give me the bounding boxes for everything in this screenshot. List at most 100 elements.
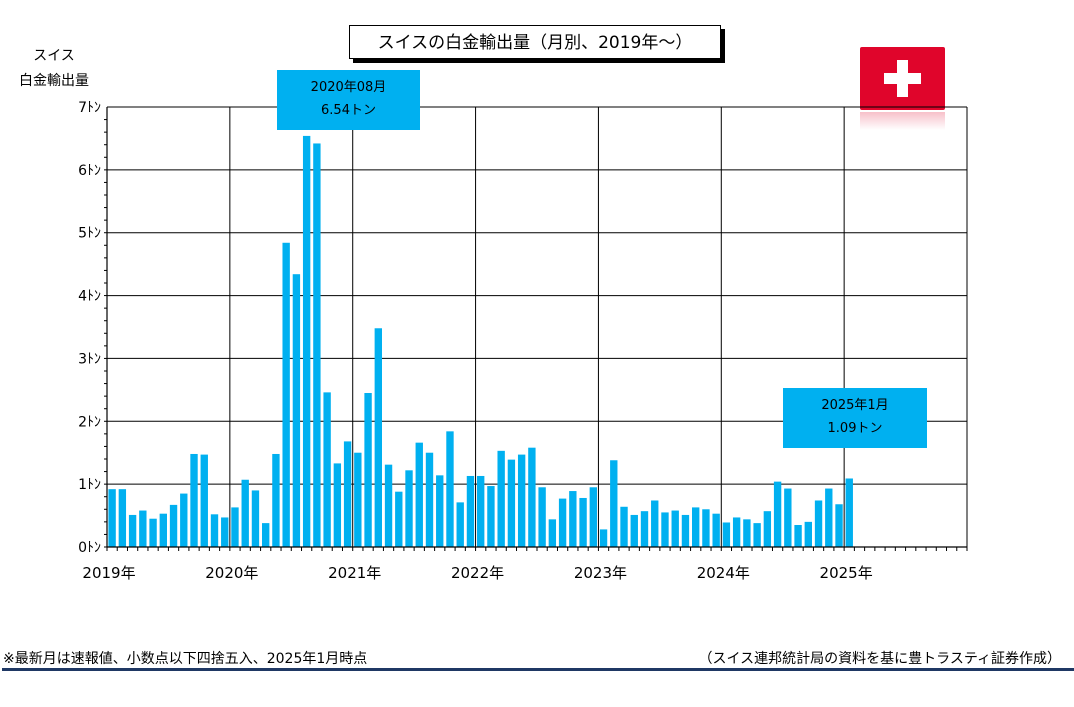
bar xyxy=(651,500,659,547)
bar xyxy=(507,459,516,547)
y-tick-label: 6ﾄﾝ xyxy=(78,163,101,179)
bar xyxy=(200,454,208,547)
bar xyxy=(169,504,178,547)
latest-callout-date: 2025年1月 xyxy=(821,398,889,413)
bar xyxy=(753,523,761,547)
y-axis-label-line2: 白金輸出量 xyxy=(19,73,89,89)
bar xyxy=(487,486,495,547)
bar xyxy=(210,514,219,547)
bar xyxy=(732,517,741,547)
bar xyxy=(610,460,618,547)
footer-rule xyxy=(2,668,1074,671)
bar xyxy=(282,242,290,547)
bar xyxy=(640,511,649,547)
bar xyxy=(302,135,311,547)
y-tick-label: 2ﾄﾝ xyxy=(78,414,101,430)
bar xyxy=(456,502,464,547)
y-axis-label-line1: スイス xyxy=(33,48,75,64)
bar xyxy=(272,453,280,547)
bar xyxy=(548,519,557,547)
bar xyxy=(845,478,853,547)
bar xyxy=(773,481,782,547)
bar xyxy=(415,442,423,547)
bar xyxy=(589,487,597,547)
bar xyxy=(241,479,249,547)
swiss-flag-icon xyxy=(860,47,945,110)
bar xyxy=(661,512,669,547)
bar xyxy=(128,514,137,547)
x-tick-label: 2022年 xyxy=(451,564,504,582)
footnote: ※最新月は速報値、小数点以下四捨五入、2025年1月時点 xyxy=(3,651,368,667)
bar xyxy=(702,509,710,547)
bar xyxy=(517,454,526,547)
bar xyxy=(139,510,147,547)
bar xyxy=(446,431,454,547)
y-tick-label: 1ﾄﾝ xyxy=(78,477,101,493)
x-tick-label: 2023年 xyxy=(574,564,627,582)
y-tick-label: 4ﾄﾝ xyxy=(78,289,101,305)
bar xyxy=(262,523,270,547)
latest-callout-value: 1.09トン xyxy=(827,421,883,436)
source-note: （スイス連邦統計局の資料を基に豊トラスティ証券作成） xyxy=(698,651,1061,667)
x-tick-label: 2020年 xyxy=(205,564,258,582)
bar xyxy=(364,393,372,547)
bar xyxy=(466,475,475,547)
peak-callout: 2020年08月 6.54トン xyxy=(277,70,420,130)
bar xyxy=(743,519,751,547)
x-tick-label: 2025年 xyxy=(820,564,873,582)
bar xyxy=(722,522,731,547)
bar xyxy=(159,513,167,547)
bar xyxy=(118,489,127,547)
bar xyxy=(569,491,577,547)
y-tick-label: 5ﾄﾝ xyxy=(78,226,101,242)
bar xyxy=(804,521,812,547)
bar xyxy=(579,497,587,547)
bar xyxy=(180,493,188,547)
bar xyxy=(425,452,434,547)
bar xyxy=(558,498,567,547)
y-tick-label: 3ﾄﾝ xyxy=(78,351,101,367)
bar xyxy=(108,489,116,547)
chart-title: スイスの白金輸出量（月別、2019年～） xyxy=(349,25,721,59)
bar-chart: 0ﾄﾝ 1ﾄﾝ 2ﾄﾝ 3ﾄﾝ 4ﾄﾝ 5ﾄﾝ 6ﾄﾝ 7ﾄﾝ 2019年 2020年 2021年 2… xyxy=(78,100,968,582)
bar xyxy=(190,453,198,547)
bar xyxy=(251,490,260,547)
bar xyxy=(835,504,843,547)
bar xyxy=(231,507,239,547)
bar xyxy=(630,514,638,547)
bar xyxy=(333,463,342,547)
bar xyxy=(292,274,301,547)
bar xyxy=(538,487,546,547)
bar xyxy=(712,513,720,547)
bar xyxy=(354,452,362,547)
peak-callout-value: 6.54トン xyxy=(321,103,376,118)
bar xyxy=(794,525,802,547)
bar xyxy=(692,507,700,547)
bar xyxy=(343,441,352,547)
bar xyxy=(436,475,444,547)
bar xyxy=(374,328,382,547)
flag-reflection xyxy=(860,112,945,130)
bar xyxy=(784,488,792,547)
x-tick-label: 2024年 xyxy=(697,564,750,582)
latest-callout: 2025年1月 1.09トン xyxy=(783,388,927,448)
x-tick-label: 2021年 xyxy=(328,564,381,582)
bar xyxy=(620,506,628,547)
bar xyxy=(405,470,413,547)
bar xyxy=(814,500,823,547)
bar xyxy=(599,529,608,547)
bar xyxy=(384,464,393,547)
bar xyxy=(395,491,403,547)
bar xyxy=(149,518,157,547)
bar xyxy=(313,143,321,547)
bar xyxy=(528,447,536,547)
bar xyxy=(497,450,505,547)
peak-callout-date: 2020年08月 xyxy=(310,80,387,95)
bar xyxy=(477,475,485,547)
bar xyxy=(825,488,833,547)
x-tick-label: 2019年 xyxy=(82,564,135,582)
bar xyxy=(323,392,331,547)
bar xyxy=(671,510,679,547)
bar xyxy=(763,511,772,547)
bar xyxy=(681,514,690,547)
